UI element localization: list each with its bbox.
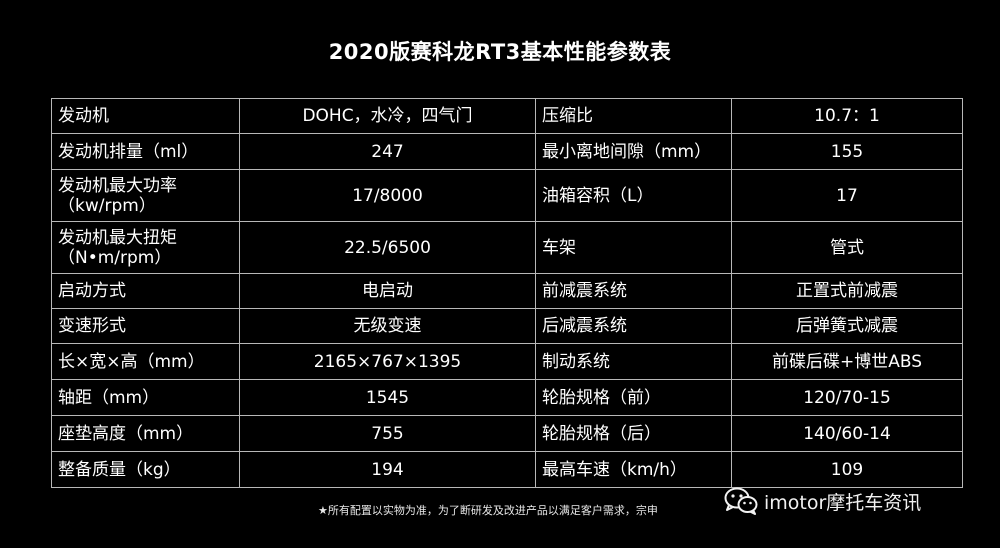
table-row: 座垫高度（mm） 755 轮胎规格（后） 140/60-14 — [51, 415, 963, 452]
spec-label: 车架 — [535, 221, 732, 274]
footnote: ★所有配置以实物为准，为了断研发及改进产品以满足客户需求，宗申 — [318, 504, 658, 517]
spec-label: 最小离地间隙（mm） — [535, 133, 732, 170]
spec-label: 整备质量（kg） — [51, 451, 240, 488]
watermark: imotor摩托车资讯 — [724, 485, 921, 517]
spec-value: 17/8000 — [239, 169, 536, 222]
spec-label: 发动机排量（ml） — [51, 133, 240, 170]
spec-label: 启动方式 — [51, 273, 240, 309]
spec-label: 座垫高度（mm） — [51, 415, 240, 452]
spec-value: 1545 — [239, 379, 536, 416]
table-row: 发动机最大扭矩 （N•m/rpm） 22.5/6500 车架 管式 — [51, 221, 963, 274]
spec-label: 发动机最大功率 （kw/rpm） — [51, 169, 240, 222]
spec-value: 前碟后碟+博世ABS — [731, 343, 963, 380]
table-row: 整备质量（kg） 194 最高车速（km/h） 109 — [51, 451, 963, 488]
spec-label: 压缩比 — [535, 98, 732, 134]
spec-value: 194 — [239, 451, 536, 488]
table-row: 发动机 DOHC，水冷，四气门 压缩比 10.7：1 — [51, 98, 963, 134]
spec-label: 最高车速（km/h） — [535, 451, 732, 488]
spec-label: 发动机最大扭矩 （N•m/rpm） — [51, 221, 240, 274]
spec-value: 155 — [731, 133, 963, 170]
spec-label: 制动系统 — [535, 343, 732, 380]
spec-label: 后减震系统 — [535, 308, 732, 344]
spec-value: DOHC，水冷，四气门 — [239, 98, 536, 134]
spec-value: 22.5/6500 — [239, 221, 536, 274]
spec-value: 后弹簧式减震 — [731, 308, 963, 344]
table-row: 发动机最大功率 （kw/rpm） 17/8000 油箱容积（L） 17 — [51, 169, 963, 222]
spec-table: 发动机 DOHC，水冷，四气门 压缩比 10.7：1 发动机排量（ml） 247… — [51, 98, 963, 488]
spec-label-line: 发动机最大功率 — [58, 175, 177, 196]
spec-label-line: 发动机最大扭矩 — [58, 227, 177, 248]
spec-label: 轮胎规格（前） — [535, 379, 732, 416]
spec-value: 247 — [239, 133, 536, 170]
spec-value: 109 — [731, 451, 963, 488]
spec-value: 无级变速 — [239, 308, 536, 344]
spec-value: 正置式前减震 — [731, 273, 963, 309]
spec-label: 发动机 — [51, 98, 240, 134]
table-row: 长×宽×高（mm） 2165×767×1395 制动系统 前碟后碟+博世ABS — [51, 343, 963, 380]
spec-label-unit: （kw/rpm） — [58, 195, 156, 216]
page-title: 2020版赛科龙RT3基本性能参数表 — [328, 40, 672, 64]
spec-value: 2165×767×1395 — [239, 343, 536, 380]
table-row: 发动机排量（ml） 247 最小离地间隙（mm） 155 — [51, 133, 963, 170]
table-row: 变速形式 无级变速 后减震系统 后弹簧式减震 — [51, 308, 963, 344]
spec-label: 轮胎规格（后） — [535, 415, 732, 452]
spec-label: 前减震系统 — [535, 273, 732, 309]
spec-value: 电启动 — [239, 273, 536, 309]
spec-label: 变速形式 — [51, 308, 240, 344]
spec-value: 140/60-14 — [731, 415, 963, 452]
spec-value: 10.7：1 — [731, 98, 963, 134]
spec-label: 轴距（mm） — [51, 379, 240, 416]
table-row: 轴距（mm） 1545 轮胎规格（前） 120/70-15 — [51, 379, 963, 416]
spec-value: 120/70-15 — [731, 379, 963, 416]
spec-value: 管式 — [731, 221, 963, 274]
spec-label: 长×宽×高（mm） — [51, 343, 240, 380]
spec-value: 17 — [731, 169, 963, 222]
wechat-icon — [724, 487, 758, 515]
spec-label-unit: （N•m/rpm） — [58, 247, 172, 268]
spec-label: 油箱容积（L） — [535, 169, 732, 222]
spec-value: 755 — [239, 415, 536, 452]
table-row: 启动方式 电启动 前减震系统 正置式前减震 — [51, 273, 963, 309]
watermark-text: imotor摩托车资讯 — [764, 491, 922, 514]
